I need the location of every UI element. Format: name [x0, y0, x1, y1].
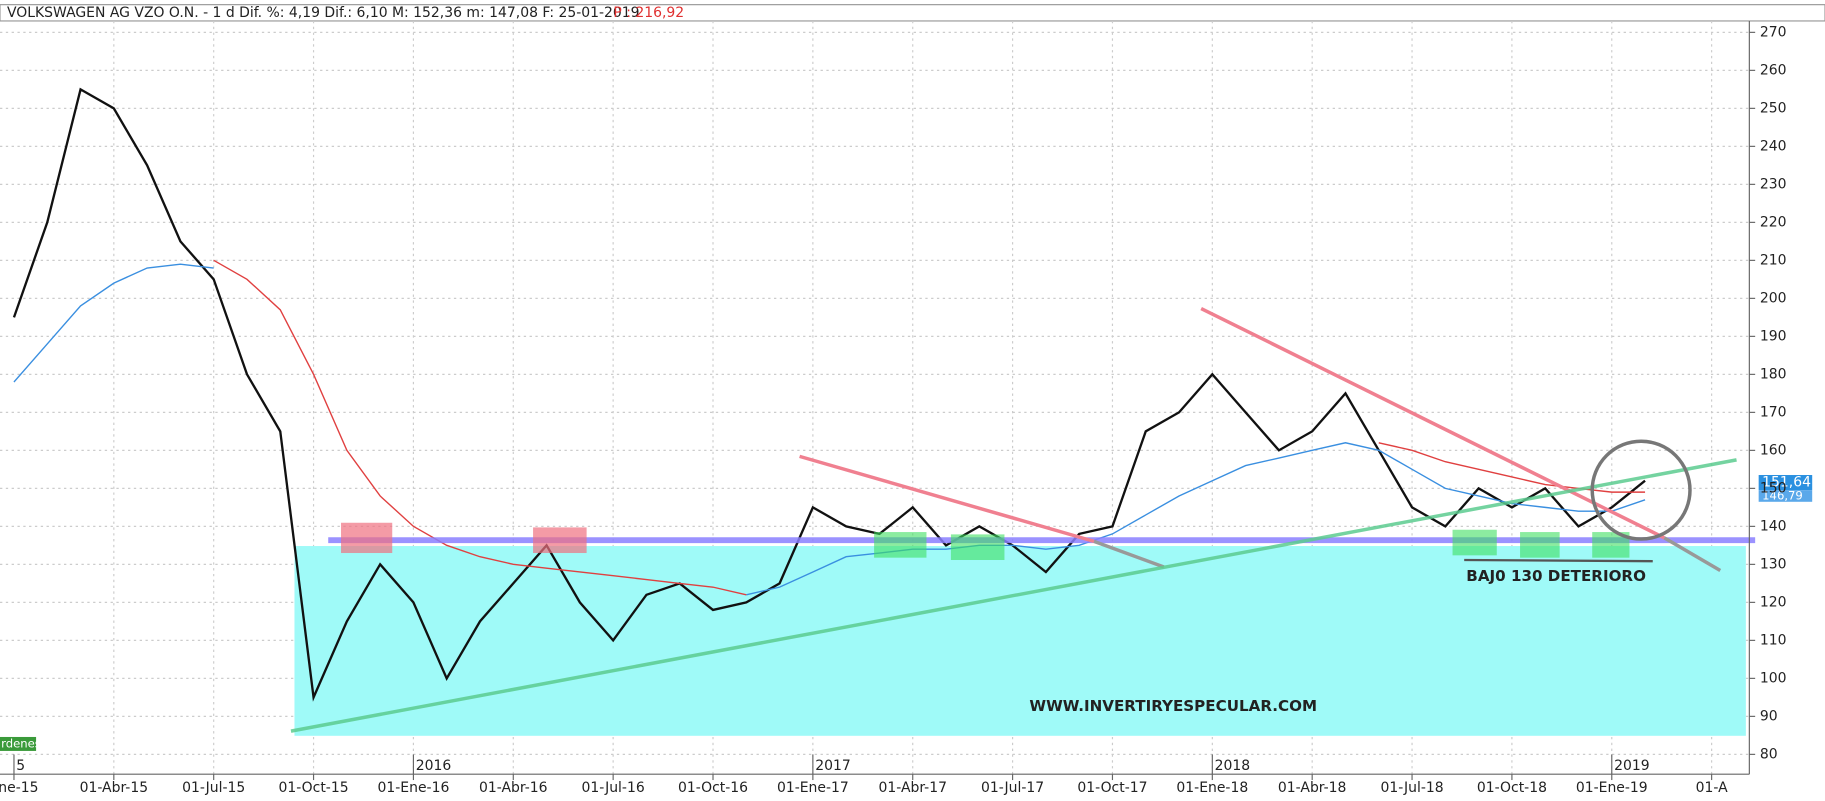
y-tick-label: 240: [1760, 138, 1787, 154]
y-tick-label: 120: [1760, 594, 1787, 610]
y-tick-label: 110: [1760, 632, 1787, 648]
year-label: 2016: [416, 758, 452, 774]
trend-line: [1200, 306, 1666, 540]
price-tag-text: 146,79: [1762, 488, 1803, 502]
series-line: [213, 259, 1646, 596]
trend-line: [1663, 536, 1722, 572]
header-price: P : 216,92: [613, 5, 684, 21]
x-tick-label: 01-Ene-17: [777, 780, 849, 796]
x-tick-label: 01-A: [1696, 780, 1728, 796]
x-tick-label: Ene-15: [0, 780, 38, 796]
green-box: [950, 534, 1005, 561]
x-tick-label: 01-Abr-16: [479, 780, 548, 796]
zone-box: [294, 546, 1746, 736]
green-box: [1520, 532, 1560, 558]
header-text: VOLKSWAGEN AG VZO O.N. - 1 d Dif. %: 4,1…: [7, 5, 640, 21]
trend-line: [799, 454, 1095, 544]
x-tick-label: 01-Jul-15: [182, 780, 245, 796]
price-tag: [1758, 490, 1813, 502]
highlight-circle: [1590, 439, 1692, 541]
x-tick-label: 01-Abr-17: [878, 780, 947, 796]
y-tick-label: 250: [1760, 100, 1787, 116]
y-tick-label: 170: [1760, 404, 1787, 420]
y-tick-label: 130: [1760, 556, 1787, 572]
corner-tag-text: rdenes: [1, 736, 41, 750]
price-tag-text: 151,64: [1762, 475, 1811, 491]
year-label: 2017: [815, 758, 851, 774]
x-tick-label: 01-Oct-15: [279, 780, 349, 796]
y-tick-label: 260: [1760, 62, 1787, 78]
y-tick-label: 180: [1760, 366, 1787, 382]
y-tick-label: 140: [1760, 518, 1787, 534]
y-tick-label: 160: [1760, 442, 1787, 458]
floor-line: [1464, 558, 1653, 563]
trend-line: [1093, 539, 1165, 569]
red-box: [341, 522, 393, 554]
y-tick-label: 150: [1760, 480, 1787, 496]
y-tick-label: 230: [1760, 176, 1787, 192]
x-tick-label: 01-Ene-18: [1176, 780, 1248, 796]
annotation: WWW.INVERTIRYESPECULAR.COM: [1029, 697, 1317, 715]
x-tick-label: 01-Ene-16: [378, 780, 450, 796]
x-tick-label: 01-Abr-18: [1278, 780, 1347, 796]
y-tick-label: 200: [1760, 290, 1787, 306]
y-tick-label: 190: [1760, 328, 1787, 344]
x-tick-label: 01-Jul-18: [1380, 780, 1443, 796]
y-tick-label: 220: [1760, 214, 1787, 230]
y-tick-label: 100: [1760, 670, 1787, 686]
series-line: [12, 87, 1646, 702]
x-tick-label: 01-Jul-17: [981, 780, 1044, 796]
x-tick-label: 01-Oct-16: [678, 780, 748, 796]
green-box: [1452, 529, 1497, 556]
year-label: 5: [16, 758, 25, 774]
y-tick-label: 90: [1760, 708, 1778, 724]
year-label: 2019: [1614, 758, 1650, 774]
corner-tag: [0, 736, 37, 751]
price-tag: [1758, 475, 1813, 491]
x-tick-label: 01-Ene-19: [1576, 780, 1648, 796]
x-tick-label: 01-Abr-15: [80, 780, 149, 796]
year-label: 2018: [1215, 758, 1251, 774]
x-tick-label: 01-Jul-16: [582, 780, 645, 796]
green-box: [874, 532, 927, 558]
red-box: [533, 527, 587, 554]
y-tick-label: 80: [1760, 746, 1778, 762]
x-tick-label: 01-Oct-17: [1077, 780, 1147, 796]
x-tick-label: 01-Oct-18: [1477, 780, 1547, 796]
trend-line: [290, 458, 1737, 733]
y-tick-label: 270: [1760, 24, 1787, 40]
annotation: BAJ0 130 DETERIORO: [1466, 567, 1646, 585]
y-tick-label: 210: [1760, 252, 1787, 268]
